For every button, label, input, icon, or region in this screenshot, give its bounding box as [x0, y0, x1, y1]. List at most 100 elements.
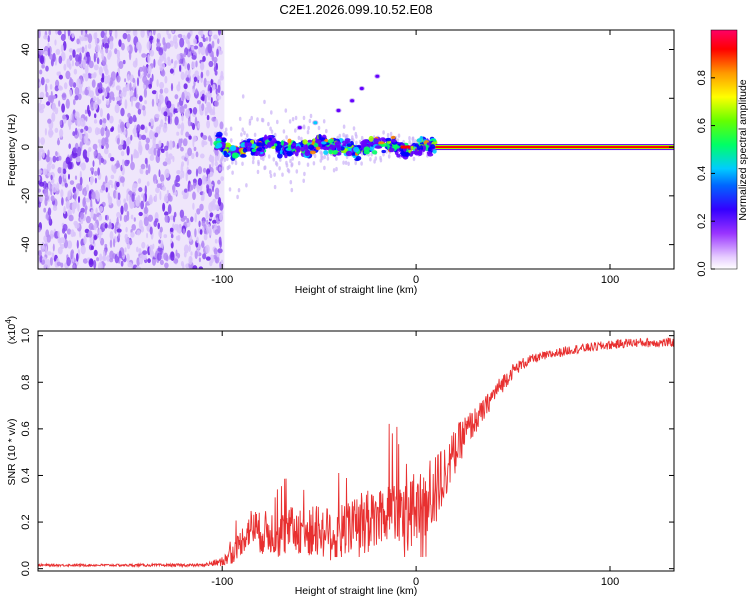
signal-pixel [291, 143, 296, 147]
noise-speckle [70, 250, 74, 260]
faint-speckle [281, 172, 284, 177]
faint-speckle [286, 167, 290, 173]
noise-speckle [77, 93, 82, 101]
snr-x-axis-label: Height of straight line (km) [295, 585, 418, 597]
branch-pixel [350, 99, 355, 103]
noise-speckle [84, 228, 90, 234]
noise-speckle [48, 215, 52, 224]
noise-speckle [79, 176, 83, 186]
noise-speckle [157, 32, 161, 40]
noise-speckle [79, 132, 83, 141]
noise-speckle [164, 215, 169, 223]
noise-speckle [48, 128, 54, 138]
noise-speckle [39, 96, 42, 104]
faint-speckle [231, 170, 234, 175]
noise-speckle [214, 161, 219, 167]
noise-speckle [109, 80, 112, 87]
faint-speckle [291, 156, 295, 161]
noise-speckle [40, 54, 45, 65]
noise-speckle [128, 115, 133, 125]
signal-pixel [216, 142, 223, 149]
noise-speckle [120, 107, 125, 117]
y-tick-label: -40 [20, 237, 32, 253]
noise-speckle [122, 32, 128, 40]
faint-speckle [284, 108, 288, 113]
noise-speckle [109, 30, 113, 34]
noise-speckle [108, 35, 114, 43]
noise-speckle [118, 250, 122, 259]
noise-speckle [39, 181, 45, 187]
noise-speckle [101, 137, 106, 147]
noise-speckle [163, 87, 169, 94]
branch-pixel [375, 74, 380, 78]
noise-speckle [97, 139, 101, 144]
signal-pixel [240, 154, 247, 158]
noise-speckle [210, 97, 213, 104]
noise-speckle [167, 192, 171, 201]
noise-speckle [159, 93, 162, 99]
noise-speckle [84, 207, 87, 215]
noise-speckle [57, 246, 63, 255]
noise-speckle [192, 178, 197, 183]
y-tick-label: 0.2 [20, 514, 32, 529]
noise-speckle [45, 245, 48, 256]
y-tick-label: 0 [20, 144, 32, 150]
noise-speckle [199, 102, 201, 113]
signal-pixel [381, 149, 387, 154]
noise-speckle [126, 214, 130, 221]
noise-speckle [93, 234, 98, 241]
noise-speckle [188, 255, 193, 265]
noise-speckle [147, 54, 151, 64]
faint-speckle [262, 156, 265, 162]
noise-speckle [87, 55, 90, 65]
y-tick-label: 1.0 [20, 328, 32, 343]
noise-speckle [156, 79, 159, 87]
noise-speckle [117, 192, 121, 200]
signal-pixel [315, 139, 322, 144]
noise-speckle [191, 152, 195, 160]
faint-speckle [332, 168, 336, 173]
noise-speckle [193, 146, 197, 152]
faint-speckle [379, 158, 383, 163]
noise-speckle [70, 154, 73, 162]
noise-speckle [142, 250, 148, 256]
noise-speckle [106, 255, 111, 262]
faint-speckle [389, 131, 393, 137]
noise-speckle [199, 203, 204, 211]
noise-speckle [203, 229, 207, 235]
faint-speckle [285, 163, 289, 168]
noise-speckle [143, 216, 149, 227]
signal-pixel [296, 145, 301, 152]
noise-speckle [88, 110, 91, 117]
noise-speckle [85, 116, 88, 122]
noise-speckle [126, 145, 130, 156]
faint-speckle [289, 180, 293, 185]
noise-speckle [132, 30, 136, 36]
noise-speckle [125, 30, 131, 34]
faint-speckle [289, 158, 292, 164]
noise-speckle [138, 254, 144, 265]
noise-speckle [76, 253, 79, 262]
noise-speckle [94, 113, 97, 119]
noise-speckle [45, 83, 48, 93]
signal-pixel [268, 137, 272, 141]
noise-speckle [194, 228, 197, 238]
signal-pixel [275, 144, 283, 149]
signal-pixel [321, 141, 327, 145]
noise-speckle [206, 184, 210, 190]
noise-speckle [40, 243, 45, 253]
colorbar-ticks: 0.0 0.2 0.4 0.6 0.8 [696, 70, 715, 277]
faint-speckle [241, 161, 244, 166]
noise-speckle [130, 153, 133, 163]
signal-pixel [363, 146, 370, 152]
colorbar-tick-label: 0.6 [696, 118, 708, 133]
noise-speckle [97, 128, 102, 135]
noise-speckle [61, 92, 67, 101]
noise-speckle [119, 176, 125, 183]
faint-speckle [241, 94, 245, 99]
noise-speckle [144, 157, 148, 165]
noise-speckle [142, 254, 148, 260]
noise-speckle [92, 96, 97, 102]
faint-speckle [228, 187, 232, 192]
noise-speckle [182, 263, 185, 269]
